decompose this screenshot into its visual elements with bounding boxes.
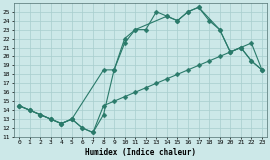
X-axis label: Humidex (Indice chaleur): Humidex (Indice chaleur) xyxy=(85,148,196,157)
